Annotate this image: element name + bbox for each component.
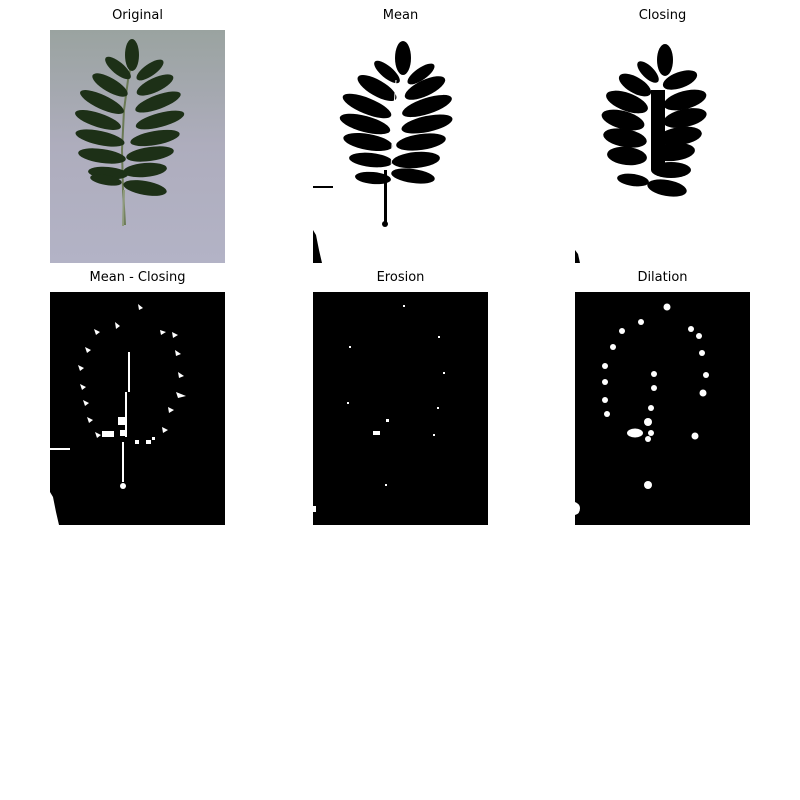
panel-title: Closing: [638, 8, 687, 23]
original-leaf-image: [50, 30, 225, 263]
panel-title: Dilation: [637, 270, 688, 285]
panel-dilation: Dilation: [575, 270, 750, 525]
panel-title: Mean - Closing: [89, 270, 186, 285]
mean-threshold-image: [313, 30, 488, 263]
panel-original: Original: [50, 8, 225, 263]
erosion-image: [313, 292, 488, 525]
closing-image: [575, 30, 750, 263]
panel-mean: Mean: [313, 8, 488, 263]
mean-minus-closing-image: [50, 292, 225, 525]
panel-title: Original: [112, 8, 163, 23]
dilation-image: [575, 292, 750, 525]
panel-mean-minus-closing: Mean - Closing: [50, 270, 225, 525]
panel-erosion: Erosion: [313, 270, 488, 525]
panel-closing: Closing: [575, 8, 750, 263]
panel-title: Erosion: [376, 270, 425, 285]
panel-title: Mean: [382, 8, 419, 23]
